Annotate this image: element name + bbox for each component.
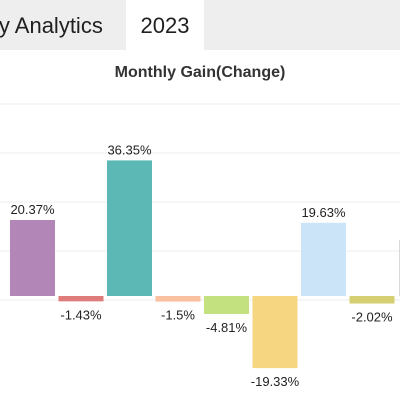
chart-data-labels: 20.37% -1.43% 36.35% -1.5% -4.81% -19.33% 19.6… <box>10 142 393 389</box>
bar-4[interactable] <box>204 296 249 314</box>
bar-3[interactable] <box>155 296 201 302</box>
chart-title: Monthly Gain(Change) <box>114 64 286 81</box>
chart-bars <box>10 160 395 369</box>
bar-value-label-7: -2.02% <box>351 310 393 325</box>
bar-value-label-2: 36.35% <box>107 142 152 157</box>
bar-value-label-0: 20.37% <box>10 202 55 217</box>
bar-value-label-3: -1.5% <box>161 308 195 323</box>
bar-2[interactable] <box>107 160 152 296</box>
bar-5[interactable] <box>252 296 298 369</box>
bar-6[interactable] <box>301 222 346 296</box>
bar-7[interactable] <box>349 296 395 304</box>
tab-bar: ly Analytics 2023 <box>0 0 400 50</box>
bar-value-label-1: -1.43% <box>60 307 102 322</box>
tab-analytics[interactable]: ly Analytics <box>0 13 103 38</box>
bar-value-label-5: -19.33% <box>251 374 300 389</box>
bar-1[interactable] <box>58 296 104 302</box>
bar-value-label-4: -4.81% <box>206 320 248 335</box>
tab-2023[interactable]: 2023 <box>126 0 204 50</box>
bar-0[interactable] <box>10 220 55 296</box>
bar-value-label-6: 19.63% <box>301 205 346 220</box>
